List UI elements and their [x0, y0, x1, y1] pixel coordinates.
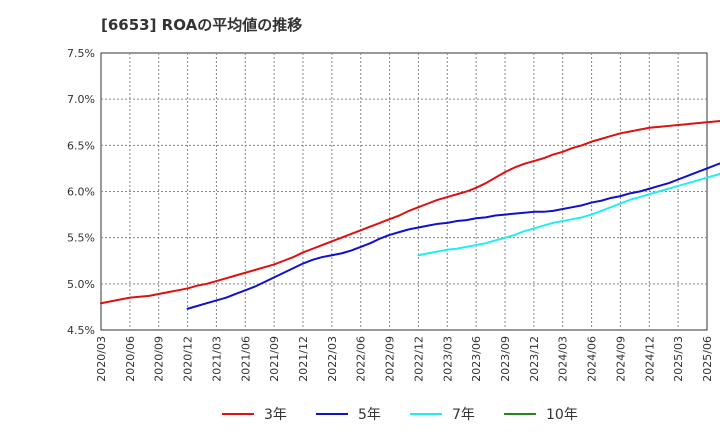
- series-line-1: [186, 162, 720, 310]
- legend-label: 10年: [546, 407, 578, 423]
- y-tick-label: 5.0%: [67, 278, 95, 291]
- chart-title: [6653] ROAの平均値の推移: [101, 16, 303, 34]
- x-tick-label: 2020/06: [124, 336, 137, 382]
- x-tick-label: 2023/03: [441, 336, 454, 382]
- x-tick-label: 2023/09: [499, 336, 512, 382]
- x-tick-label: 2022/09: [384, 336, 397, 382]
- legend-label: 7年: [452, 407, 475, 423]
- x-tick-label: 2020/12: [182, 336, 195, 382]
- x-axis-ticks: 2020/03 2020/06 2020/09 2020/12 2021/03 2021/…: [95, 336, 714, 382]
- x-tick-label: 2025/03: [672, 336, 685, 382]
- x-tick-label: 2020/03: [95, 336, 108, 382]
- x-tick-label: 2021/06: [239, 336, 252, 382]
- series-line-2: [417, 172, 720, 257]
- x-tick-label: 2025/06: [701, 336, 714, 382]
- y-tick-label: 5.5%: [67, 232, 95, 245]
- x-tick-label: 2022/06: [355, 336, 368, 382]
- y-tick-label: 6.5%: [67, 139, 95, 152]
- x-tick-label: 2021/09: [268, 336, 281, 382]
- x-tick-label: 2021/03: [210, 336, 223, 382]
- x-tick-label: 2023/12: [528, 336, 541, 382]
- x-tick-label: 2022/03: [326, 336, 339, 382]
- x-tick-label: 2023/06: [470, 336, 483, 382]
- legend-label: 5年: [358, 407, 381, 423]
- series-lines: [100, 119, 720, 310]
- y-tick-label: 7.0%: [67, 93, 95, 106]
- x-tick-label: 2024/06: [586, 336, 599, 382]
- legend-label: 3年: [264, 407, 287, 423]
- legend: 3年 5年 7年 10年: [222, 407, 578, 423]
- plot-area: [100, 52, 708, 331]
- x-tick-label: 2024/09: [614, 336, 627, 382]
- x-tick-label: 2021/12: [297, 336, 310, 382]
- x-tick-label: 2020/09: [153, 336, 166, 382]
- x-tick-label: 2022/12: [412, 336, 425, 382]
- series-line-0: [100, 119, 720, 305]
- y-tick-label: 7.5%: [67, 47, 95, 60]
- x-tick-label: 2024/12: [643, 336, 656, 382]
- y-tick-label: 4.5%: [67, 324, 95, 337]
- y-axis-ticks: 4.5% 5.0% 5.5% 6.0% 6.5% 7.0% 7.5%: [67, 47, 95, 337]
- x-tick-label: 2024/03: [557, 336, 570, 382]
- y-tick-label: 6.0%: [67, 186, 95, 199]
